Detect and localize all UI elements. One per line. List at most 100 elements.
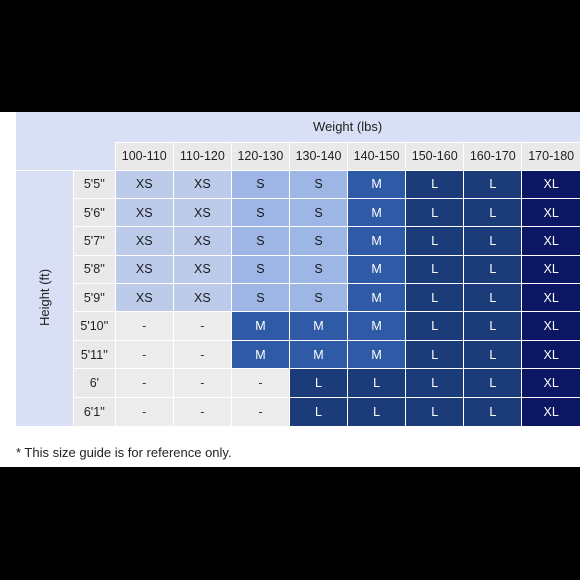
size-cell: S — [288, 197, 348, 227]
table-row: 5'10'' - - M M M L L XL — [16, 311, 580, 341]
size-cell: L — [405, 339, 464, 369]
size-cell: XL — [521, 396, 580, 426]
size-cell: S — [230, 254, 290, 284]
weight-header-cell: 120-130 — [230, 141, 290, 170]
table-row: Height (ft) 5'5'' XS XS S S M L L XL — [16, 169, 580, 426]
size-cell: XL — [521, 254, 580, 284]
size-cell: L — [463, 254, 522, 284]
size-cell: XS — [172, 169, 232, 199]
size-cell: L — [288, 396, 348, 426]
size-cell: M — [230, 339, 290, 369]
size-cell: L — [463, 169, 522, 199]
footnote: * This size guide is for reference only. — [16, 445, 232, 460]
size-cell: M — [347, 339, 406, 369]
height-cell: 5'9'' — [73, 283, 116, 312]
size-cell: L — [463, 283, 522, 312]
size-cell: S — [230, 169, 290, 199]
height-cell: 5'10'' — [73, 311, 116, 341]
size-cell: XS — [172, 283, 232, 312]
weight-header-cell: 110-120 — [172, 141, 232, 170]
size-cell: XL — [521, 226, 580, 256]
size-cell: - — [114, 396, 174, 426]
table-row: 6' - - - L L L L XL — [16, 368, 580, 398]
size-cell: - — [172, 368, 232, 398]
size-cell: L — [463, 197, 522, 227]
size-cell: L — [405, 197, 464, 227]
size-chart-table: Weight (lbs) 100-110 110-120 120-130 130-14… — [16, 112, 580, 426]
size-cell: - — [114, 368, 174, 398]
size-cell: L — [405, 283, 464, 312]
size-cell: M — [347, 197, 406, 227]
weight-header-cell: 140-150 — [347, 141, 406, 170]
size-cell: L — [463, 226, 522, 256]
table-row: 5'7'' XS XS S S M L L XL — [16, 226, 580, 256]
weight-header-cell: 160-170 — [463, 141, 522, 170]
height-cell: 5'11'' — [73, 339, 116, 369]
size-cell: M — [347, 311, 406, 341]
size-cell: L — [405, 311, 464, 341]
size-cell: XL — [521, 311, 580, 341]
weight-header-row: 100-110 110-120 120-130 130-140 140-150 150-1… — [16, 141, 580, 170]
size-cell: L — [347, 396, 406, 426]
height-cell: 5'7'' — [73, 226, 116, 256]
size-cell: M — [347, 226, 406, 256]
size-cell: S — [288, 254, 348, 284]
height-cell: 5'8'' — [73, 254, 116, 284]
size-cell: XL — [521, 339, 580, 369]
size-cell: L — [405, 396, 464, 426]
size-cell: L — [347, 368, 406, 398]
size-cell: M — [347, 254, 406, 284]
table-row: 5'11'' - - M M M L L XL — [16, 339, 580, 369]
size-cell: L — [463, 396, 522, 426]
size-cell: L — [405, 368, 464, 398]
size-cell: S — [230, 197, 290, 227]
size-cell: S — [230, 283, 290, 312]
weight-title-row: Weight (lbs) — [16, 112, 580, 170]
size-cell: M — [347, 283, 406, 312]
size-cell: L — [288, 368, 348, 398]
weight-header-cell: 100-110 — [114, 141, 174, 170]
size-cell: - — [172, 311, 232, 341]
size-cell: XS — [114, 197, 174, 227]
weight-axis-title: Weight (lbs) — [115, 112, 580, 142]
size-cell: XS — [172, 197, 232, 227]
height-cell: 6'1'' — [73, 396, 116, 426]
size-cell: S — [288, 169, 348, 199]
size-cell: L — [405, 254, 464, 284]
size-cell: XL — [521, 283, 580, 312]
size-cell: XL — [521, 197, 580, 227]
size-cell: S — [230, 226, 290, 256]
size-cell: - — [230, 396, 290, 426]
size-cell: - — [114, 311, 174, 341]
size-cell: L — [405, 169, 464, 199]
size-cell: L — [405, 226, 464, 256]
height-cell: 5'5'' — [73, 169, 116, 199]
table-corner — [16, 112, 116, 170]
weight-header-cell: 130-140 — [288, 141, 348, 170]
weight-header-cell: 170-180 — [521, 141, 580, 170]
size-cell: XS — [114, 283, 174, 312]
size-cell: L — [463, 311, 522, 341]
size-cell: - — [230, 368, 290, 398]
size-cell: M — [288, 339, 348, 369]
height-cell: 6' — [73, 368, 116, 398]
size-cell: XL — [521, 368, 580, 398]
size-cell: XS — [114, 169, 174, 199]
size-cell: XS — [172, 226, 232, 256]
height-cell: 5'6'' — [73, 197, 116, 227]
height-axis-title: Height (ft) — [16, 169, 74, 426]
table-row: 6'1'' - - - L L L L XL — [16, 396, 580, 426]
size-cell: XL — [521, 169, 580, 199]
size-cell: - — [114, 339, 174, 369]
size-cell: XS — [172, 254, 232, 284]
size-cell: M — [288, 311, 348, 341]
table-row: 5'9'' XS XS S S M L L XL — [16, 283, 580, 312]
size-cell: M — [347, 169, 406, 199]
weight-header-cell: 150-160 — [405, 141, 464, 170]
size-cell: S — [288, 226, 348, 256]
size-cell: - — [172, 396, 232, 426]
size-cell: S — [288, 283, 348, 312]
size-cell: XS — [114, 254, 174, 284]
table-row: 5'8'' XS XS S S M L L XL — [16, 254, 580, 284]
size-cell: XS — [114, 226, 174, 256]
